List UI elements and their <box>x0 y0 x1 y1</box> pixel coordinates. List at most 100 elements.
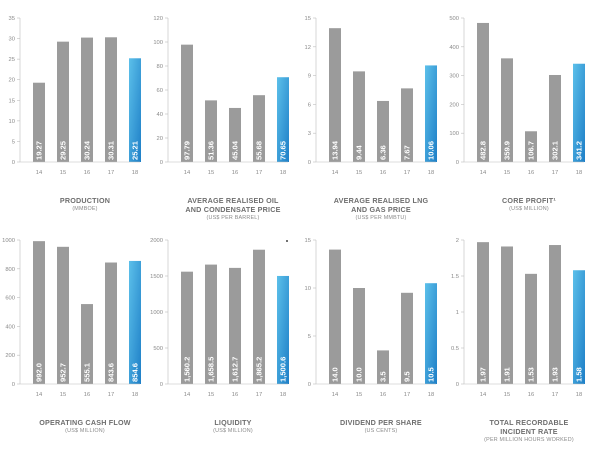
chart-svg: 0 5 10 15 20 25 30 35 19.27 14 29.25 15 30.24 16 30.31… <box>9 16 141 176</box>
bar <box>105 262 117 384</box>
y-tick-label: 600 <box>5 296 15 302</box>
bar <box>549 74 561 162</box>
data-label: 482.8 <box>479 141 488 160</box>
x-tick-label: 16 <box>84 392 90 398</box>
y-tick-label: 15 <box>9 98 15 104</box>
stray-dot <box>286 240 288 242</box>
bar <box>205 100 217 162</box>
y-tick-label: 20 <box>157 136 163 142</box>
chart-subtitle: (US$ MILLION) <box>65 428 105 434</box>
chart-liquidity: 0 500 1000 1500 2000 1,560.2 14 1,658.5 15 1,612.… <box>148 232 296 453</box>
chart-title: DIVIDEND PER SHARE <box>340 418 422 427</box>
y-tick-label: 20 <box>9 78 15 84</box>
data-label: 6.36 <box>379 145 388 160</box>
data-label: 992.0 <box>35 363 44 382</box>
chart-incident-rate: 0 0.5 1 1.5 2 1.97 14 1.91 15 1.53 16 1.93 17 1.58 18 … <box>444 232 592 453</box>
bar <box>401 88 413 162</box>
chart-title: OPERATING CASH FLOW <box>39 418 131 427</box>
y-tick-label: 2 <box>456 238 459 244</box>
bar <box>525 273 537 384</box>
bar <box>33 82 45 162</box>
data-label: 70.65 <box>279 140 288 160</box>
x-tick-label: 17 <box>404 392 410 398</box>
y-tick-label: 6 <box>308 102 311 108</box>
y-tick-label: 40 <box>157 112 163 118</box>
y-tick-label: 100 <box>449 131 459 137</box>
bar <box>501 246 513 384</box>
y-tick-label: 200 <box>5 353 15 359</box>
y-tick-label: 400 <box>449 45 459 51</box>
y-tick-label: 1000 <box>150 310 163 316</box>
x-tick-label: 15 <box>208 170 214 176</box>
x-tick-label: 15 <box>60 170 66 176</box>
chart-subtitle: (US$ PER MMBTU) <box>355 215 407 221</box>
x-tick-label: 17 <box>552 392 558 398</box>
bar-highlight <box>573 270 585 384</box>
x-tick-label: 17 <box>108 170 114 176</box>
data-label: 1.53 <box>527 367 536 382</box>
chart-svg: 0 0.5 1 1.5 2 1.97 14 1.91 15 1.53 16 1.93 17 1.58 18 <box>451 238 585 398</box>
y-tick-label: 5 <box>12 139 15 145</box>
data-label: 1,500.6 <box>279 357 288 382</box>
data-label: 29.25 <box>59 140 68 160</box>
data-label: 359.9 <box>503 141 512 160</box>
bar <box>477 22 489 163</box>
x-tick-label: 16 <box>528 392 534 398</box>
x-tick-label: 14 <box>36 392 43 398</box>
x-tick-label: 17 <box>404 170 410 176</box>
data-label: 9.44 <box>355 144 364 160</box>
data-label: 7.67 <box>403 145 412 160</box>
data-label: 1.91 <box>503 366 512 382</box>
data-label: 55.68 <box>255 141 264 160</box>
chart-svg: 0 20 40 60 80 100 120 97.79 14 51.36 15 45.04 16 55.6… <box>153 16 289 176</box>
chart-title: CORE PROFIT¹ <box>502 196 556 205</box>
bar <box>377 350 389 384</box>
y-tick-label: 1000 <box>2 238 15 244</box>
data-label: 51.36 <box>207 141 216 160</box>
y-tick-label: 0.5 <box>451 346 459 352</box>
y-tick-label: 300 <box>449 74 459 80</box>
x-tick-label: 16 <box>84 170 90 176</box>
x-tick-label: 17 <box>256 170 262 176</box>
y-tick-label: 35 <box>9 16 15 22</box>
x-tick-label: 15 <box>208 392 214 398</box>
data-label: 13.94 <box>331 140 340 160</box>
x-tick-label: 14 <box>480 170 487 176</box>
data-label: 10.06 <box>427 141 436 160</box>
bar <box>525 131 537 162</box>
y-tick-label: 12 <box>305 45 311 51</box>
x-tick-label: 16 <box>232 170 238 176</box>
y-tick-label: 0 <box>456 160 459 166</box>
bar-highlight <box>277 275 289 384</box>
data-label: 3.5 <box>379 371 388 382</box>
y-tick-label: 15 <box>305 238 311 244</box>
data-label: 106.7 <box>527 141 536 160</box>
chart-svg: 0 3 6 9 12 15 13.94 14 9.44 15 6.36 16 7.67 17 10.06 18 <box>305 16 437 176</box>
y-tick-label: 0 <box>308 160 311 166</box>
y-tick-label: 1 <box>456 310 459 316</box>
data-label: 952.7 <box>59 363 68 382</box>
x-tick-label: 18 <box>428 392 434 398</box>
y-tick-label: 0 <box>12 382 15 388</box>
y-tick-label: 60 <box>157 88 163 94</box>
bar-highlight <box>129 260 141 384</box>
y-tick-label: 500 <box>449 16 459 22</box>
bar-highlight <box>129 58 141 163</box>
y-tick-label: 1.5 <box>451 274 459 280</box>
chart-title: AVERAGE REALISED OIL AND CONDENSATE PRIC… <box>185 196 281 214</box>
x-tick-label: 16 <box>232 392 238 398</box>
data-label: 341.2 <box>575 141 584 160</box>
chart-dividend-per-share: 0 5 10 15 14.0 14 10.0 15 3.5 16 9.5 17 10.5 18 DIVID… <box>296 232 444 453</box>
chart-operating-cash-flow: 0 200 400 600 800 1000 992.0 14 952.7 15 555.1 16 84… <box>0 232 148 453</box>
bar <box>477 242 489 384</box>
x-tick-label: 18 <box>280 392 286 398</box>
y-tick-label: 0 <box>12 160 15 166</box>
y-tick-label: 3 <box>308 131 311 137</box>
data-label: 1,658.5 <box>207 356 216 382</box>
y-tick-label: 800 <box>5 267 15 273</box>
data-label: 10.0 <box>355 367 364 382</box>
data-label: 9.5 <box>403 371 412 382</box>
data-label: 1.97 <box>479 367 488 382</box>
chart-subtitle: (US$ MILLION) <box>213 428 253 434</box>
x-tick-label: 15 <box>356 170 362 176</box>
